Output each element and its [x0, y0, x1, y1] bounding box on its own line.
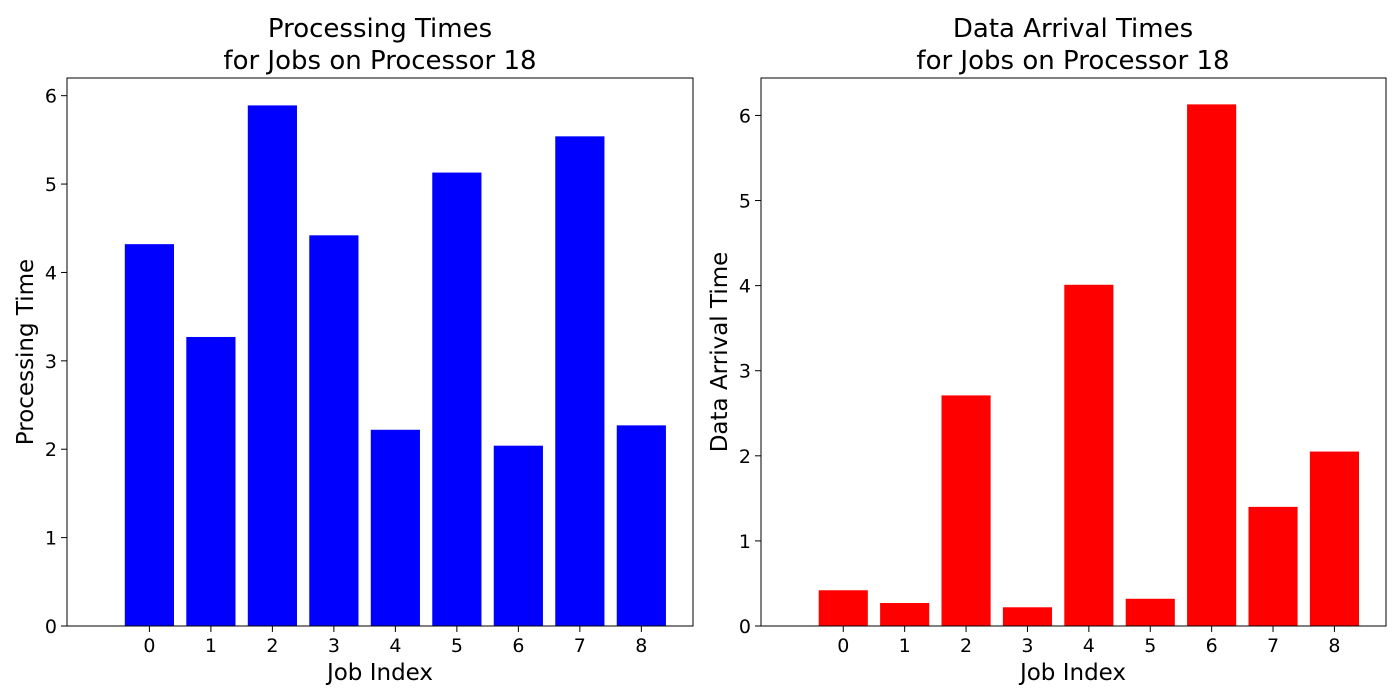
plot-frame: [760, 77, 1387, 627]
x-tick-label: 8: [635, 635, 647, 657]
x-tick-label: 2: [960, 635, 972, 657]
x-tick-label: 8: [1328, 635, 1340, 657]
ticks-group: 0 1 2 3 4 5 6 7 8 0 1 2 3 4 5 6: [45, 86, 647, 657]
bar-job-5: [432, 172, 482, 626]
chart-title-line-1: Processing Times: [268, 14, 492, 44]
bar-job-3: [309, 235, 359, 626]
y-axis-label: Processing Time: [13, 259, 39, 445]
y-tick-label: 1: [739, 531, 751, 553]
y-tick-label: 4: [739, 276, 751, 298]
bar-job-7: [555, 136, 605, 626]
x-tick-label: 3: [328, 635, 340, 657]
chart-title-line-2: for Jobs on Processor 18: [223, 46, 536, 76]
x-axis-label: Job Index: [1018, 660, 1126, 686]
bar-job-3: [1002, 607, 1053, 626]
y-tick-label: 2: [739, 446, 751, 468]
y-tick-label: 5: [45, 174, 57, 196]
bar-job-2: [247, 105, 297, 626]
y-tick-label: 6: [45, 86, 57, 108]
x-tick-label: 4: [1083, 635, 1095, 657]
y-tick-label: 1: [45, 528, 57, 550]
y-tick-label: 4: [45, 262, 57, 284]
x-tick-label: 3: [1021, 635, 1033, 657]
y-tick-label: 5: [739, 191, 751, 213]
bar-job-2: [941, 395, 991, 626]
y-tick-label: 2: [45, 439, 57, 461]
y-tick-label: 3: [45, 351, 57, 373]
x-tick-label: 0: [837, 635, 849, 657]
bar-job-8: [1309, 451, 1359, 626]
bar-job-1: [186, 336, 236, 626]
chart-title-line-1: Data Arrival Times: [953, 14, 1193, 44]
y-tick-label: 0: [739, 616, 751, 638]
x-tick-label: 4: [389, 635, 401, 657]
processing-times-chart: Processing Times for Jobs on Processor 1…: [13, 14, 694, 686]
y-tick-label: 6: [739, 105, 751, 127]
x-tick-label: 5: [451, 635, 463, 657]
bar-job-4: [370, 429, 420, 626]
bar-job-5: [1125, 598, 1175, 626]
x-tick-label: 6: [512, 635, 524, 657]
x-axis-label: Job Index: [325, 660, 433, 686]
x-tick-label: 0: [143, 635, 155, 657]
ticks-group: 0 1 2 3 4 5 6 7 8 0 1 2 3 4 5 6: [739, 105, 1341, 657]
x-tick-label: 7: [574, 635, 586, 657]
bar-job-0: [818, 590, 868, 626]
bars-group: [818, 104, 1359, 626]
bar-job-7: [1248, 506, 1298, 626]
x-tick-label: 2: [266, 635, 278, 657]
plot-frame: [66, 77, 694, 627]
bar-job-8: [616, 425, 666, 626]
y-axis-label: Data Arrival Time: [707, 252, 733, 453]
x-tick-label: 7: [1267, 635, 1279, 657]
bar-job-1: [880, 603, 930, 626]
x-tick-label: 1: [205, 635, 217, 657]
bar-job-6: [493, 445, 543, 626]
y-tick-label: 0: [45, 616, 57, 638]
bars-group: [124, 105, 666, 627]
bar-job-0: [124, 244, 174, 627]
x-tick-label: 5: [1144, 635, 1156, 657]
x-tick-label: 6: [1206, 635, 1218, 657]
bar-job-4: [1064, 284, 1114, 626]
bar-job-6: [1187, 104, 1237, 626]
y-tick-label: 3: [739, 361, 751, 383]
chart-title-line-2: for Jobs on Processor 18: [916, 46, 1229, 76]
x-tick-label: 1: [899, 635, 911, 657]
data-arrival-times-chart: Data Arrival Times for Jobs on Processor…: [707, 14, 1387, 686]
